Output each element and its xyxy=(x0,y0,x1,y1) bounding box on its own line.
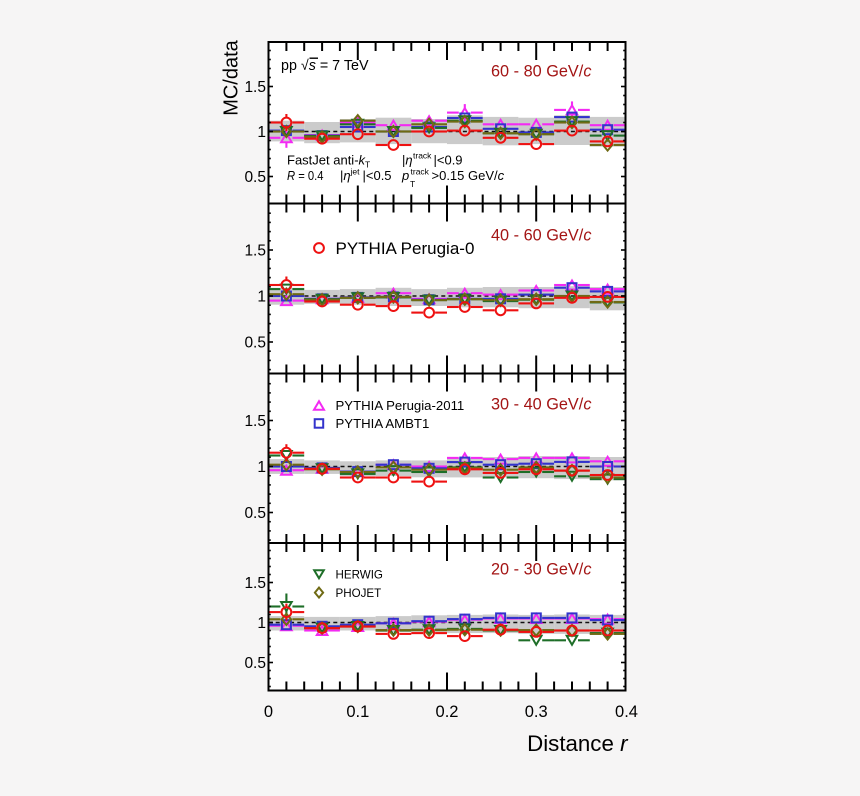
svg-text:PYTHIA Perugia-2011: PYTHIA Perugia-2011 xyxy=(336,398,465,413)
svg-text:|η: |η xyxy=(402,152,413,167)
svg-text:0.4: 0.4 xyxy=(615,703,638,721)
svg-text:|<0.9: |<0.9 xyxy=(434,152,463,167)
svg-text:30 - 40 GeV/c: 30 - 40 GeV/c xyxy=(491,396,591,414)
svg-text:Distance r: Distance r xyxy=(527,731,629,756)
svg-text:PYTHIA Perugia-0: PYTHIA Perugia-0 xyxy=(336,239,475,258)
svg-text:1.5: 1.5 xyxy=(244,575,266,592)
svg-text:R = 0.4: R = 0.4 xyxy=(287,168,324,183)
svg-text:jet: jet xyxy=(350,167,361,177)
svg-text:track: track xyxy=(413,151,432,161)
svg-text:1: 1 xyxy=(257,615,266,632)
svg-text:0.3: 0.3 xyxy=(525,703,548,721)
svg-text:1.5: 1.5 xyxy=(244,79,266,96)
svg-text:60 - 80 GeV/c: 60 - 80 GeV/c xyxy=(491,62,591,80)
svg-text:p: p xyxy=(401,168,409,183)
svg-text:0.1: 0.1 xyxy=(346,703,369,721)
svg-text:20 - 30 GeV/c: 20 - 30 GeV/c xyxy=(491,561,591,579)
svg-text:1.5: 1.5 xyxy=(244,413,266,430)
svg-text:PYTHIA AMBT1: PYTHIA AMBT1 xyxy=(336,416,430,431)
svg-text:T: T xyxy=(365,159,370,169)
svg-text:FastJet anti-k: FastJet anti-k xyxy=(287,152,367,167)
svg-text:|<0.5: |<0.5 xyxy=(363,168,392,183)
svg-text:1.5: 1.5 xyxy=(244,243,266,260)
svg-text:0.5: 0.5 xyxy=(244,335,266,352)
svg-text:0.2: 0.2 xyxy=(436,703,459,721)
svg-text:0.5: 0.5 xyxy=(244,169,266,186)
svg-text:0.5: 0.5 xyxy=(244,505,266,522)
svg-text:|η: |η xyxy=(340,168,351,183)
svg-text:PHOJET: PHOJET xyxy=(336,587,382,600)
svg-text:1: 1 xyxy=(257,459,266,476)
svg-text:0.5: 0.5 xyxy=(244,655,266,672)
svg-text:track: track xyxy=(411,167,430,177)
svg-text:0: 0 xyxy=(264,703,273,721)
svg-text:>0.15 GeV/c: >0.15 GeV/c xyxy=(432,168,505,183)
svg-text:1: 1 xyxy=(257,124,266,141)
svg-text:40 - 60 GeV/c: 40 - 60 GeV/c xyxy=(491,227,591,245)
svg-text:HERWIG: HERWIG xyxy=(336,568,383,581)
svg-text:pp √s = 7 TeV: pp √s = 7 TeV xyxy=(281,58,369,74)
svg-text:T: T xyxy=(410,179,415,189)
svg-text:MC/data: MC/data xyxy=(221,39,243,115)
svg-text:1: 1 xyxy=(257,289,266,306)
